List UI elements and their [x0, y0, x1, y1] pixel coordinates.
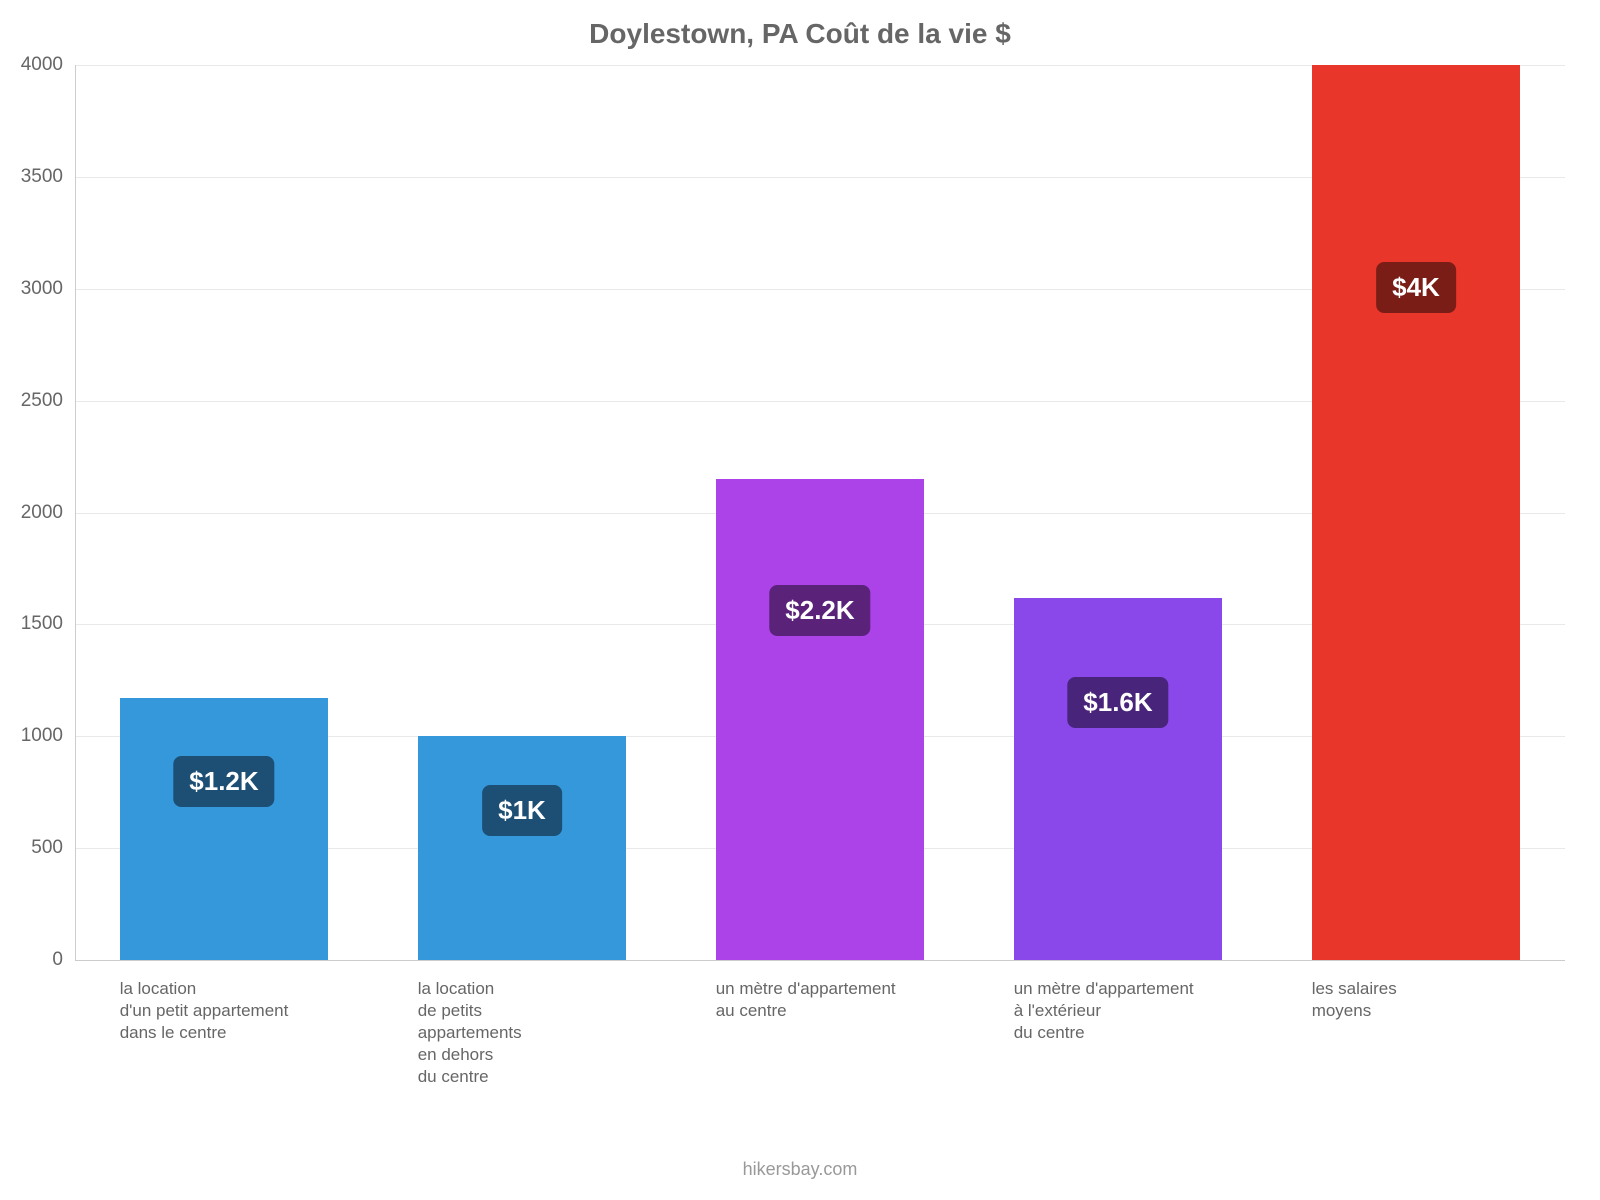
- x-tick-label-line: la location: [120, 978, 369, 1000]
- x-tick-label-line: un mètre d'appartement: [716, 978, 965, 1000]
- x-tick-label-line: au centre: [716, 1000, 965, 1022]
- y-tick-label: 3000: [21, 278, 75, 300]
- y-tick-label: 2000: [21, 502, 75, 524]
- x-tick-label-line: du centre: [418, 1066, 667, 1088]
- x-tick-label-line: d'un petit appartement: [120, 1000, 369, 1022]
- bar-value-badge: $1.2K: [173, 756, 274, 807]
- y-tick-label: 1500: [21, 613, 75, 635]
- bar-value-badge: $4K: [1376, 262, 1456, 313]
- x-tick-label-line: appartements: [418, 1022, 667, 1044]
- chart-title: Doylestown, PA Coût de la vie $: [0, 18, 1600, 50]
- bar-value-badge: $1.6K: [1067, 677, 1168, 728]
- x-tick-label-line: de petits: [418, 1000, 667, 1022]
- x-tick-label-line: dans le centre: [120, 1022, 369, 1044]
- x-axis-line: [75, 960, 1565, 961]
- x-tick-label-line: en dehors: [418, 1044, 667, 1066]
- bar: $1.2K: [120, 698, 329, 960]
- y-tick-label: 3500: [21, 166, 75, 188]
- y-tick-label: 1000: [21, 725, 75, 747]
- x-tick-label: la locationde petitsappartementsen dehor…: [418, 978, 667, 1088]
- y-axis-line: [75, 65, 76, 960]
- x-tick-label: les salairesmoyens: [1312, 978, 1561, 1022]
- y-tick-label: 500: [31, 837, 75, 859]
- x-tick-label-line: du centre: [1014, 1022, 1263, 1044]
- bar-value-badge: $2.2K: [769, 585, 870, 636]
- plot-area: 05001000150020002500300035004000$1.2Kla …: [75, 65, 1565, 960]
- bar: $1K: [418, 736, 627, 960]
- footer-attribution: hikersbay.com: [0, 1159, 1600, 1180]
- x-tick-label-line: un mètre d'appartement: [1014, 978, 1263, 1000]
- x-tick-label-line: les salaires: [1312, 978, 1561, 1000]
- x-tick-label: un mètre d'appartementà l'extérieurdu ce…: [1014, 978, 1263, 1044]
- bar-value-badge: $1K: [482, 785, 562, 836]
- bar: $2.2K: [716, 479, 925, 960]
- bar: $4K: [1312, 65, 1521, 960]
- x-tick-label-line: la location: [418, 978, 667, 1000]
- y-tick-label: 4000: [21, 54, 75, 76]
- x-tick-label: la locationd'un petit appartementdans le…: [120, 978, 369, 1044]
- bar: $1.6K: [1014, 598, 1223, 960]
- y-tick-label: 0: [52, 949, 75, 971]
- x-tick-label-line: à l'extérieur: [1014, 1000, 1263, 1022]
- x-tick-label-line: moyens: [1312, 1000, 1561, 1022]
- x-tick-label: un mètre d'appartementau centre: [716, 978, 965, 1022]
- y-tick-label: 2500: [21, 390, 75, 412]
